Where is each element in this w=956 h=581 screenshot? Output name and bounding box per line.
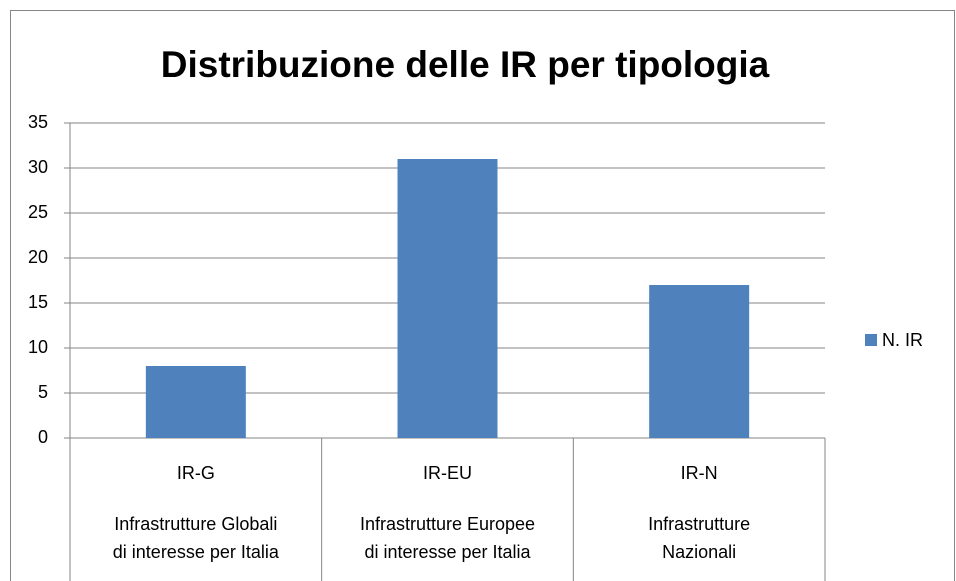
legend-label: N. IR (882, 330, 923, 350)
y-tick-label: 5 (38, 382, 48, 402)
legend-swatch (865, 334, 877, 346)
chart-title: Distribuzione delle IR per tipologia (161, 44, 770, 85)
x-group-label: Nazionali (662, 542, 736, 562)
bar (145, 366, 246, 438)
y-tick-label: 20 (28, 247, 48, 267)
y-tick-label: 35 (28, 112, 48, 132)
x-tick-label: IR-N (681, 463, 718, 483)
y-tick-label: 25 (28, 202, 48, 222)
x-tick-label: IR-G (177, 463, 215, 483)
y-tick-label: 30 (28, 157, 48, 177)
x-group-label: Infrastrutture Europee (360, 514, 535, 534)
bar (649, 285, 750, 438)
x-group-label: Infrastrutture Globali (114, 514, 277, 534)
y-tick-label: 15 (28, 292, 48, 312)
x-group-label: di interesse per Italia (113, 542, 280, 562)
x-tick-label: IR-EU (423, 463, 472, 483)
y-tick-label: 0 (38, 427, 48, 447)
bar (397, 159, 498, 438)
y-tick-label: 10 (28, 337, 48, 357)
x-group-label: di interesse per Italia (364, 542, 531, 562)
x-group-label: Infrastrutture (648, 514, 750, 534)
